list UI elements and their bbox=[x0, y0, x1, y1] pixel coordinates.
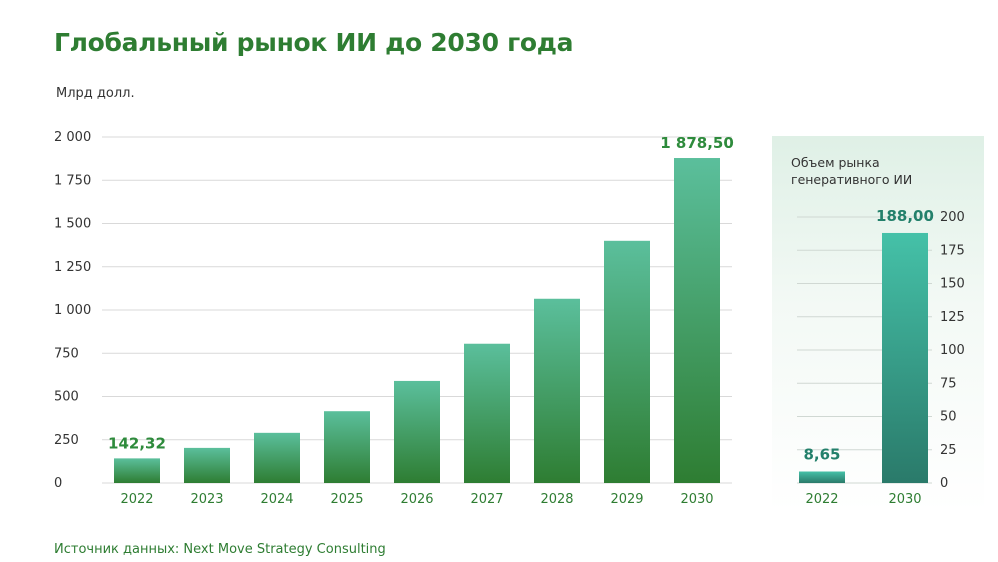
data-label: 1 878,50 bbox=[660, 134, 734, 152]
y-tick-label: 1 000 bbox=[54, 303, 91, 318]
x-tick-label: 2030 bbox=[680, 492, 713, 507]
bar-2024 bbox=[254, 432, 300, 483]
generative-ai-caption: Объем рынка генеративного ИИ bbox=[791, 155, 913, 187]
bar-gen-2030 bbox=[882, 232, 928, 483]
x-tick-label: 2022 bbox=[805, 492, 838, 507]
y-tick-label: 100 bbox=[940, 343, 965, 358]
x-tick-label: 2023 bbox=[190, 492, 223, 507]
x-tick-label: 2022 bbox=[120, 492, 153, 507]
x-tick-label: 2025 bbox=[330, 492, 363, 507]
y-tick-label: 125 bbox=[940, 310, 965, 325]
bar-2028 bbox=[534, 298, 580, 483]
y-tick-label: 0 bbox=[54, 476, 62, 491]
y-tick-label: 500 bbox=[54, 390, 79, 405]
y-tick-label: 2 000 bbox=[54, 130, 91, 145]
source-note: Источник данных: Next Move Strategy Cons… bbox=[54, 542, 386, 557]
x-tick-label: 2030 bbox=[888, 492, 921, 507]
x-tick-label: 2028 bbox=[540, 492, 573, 507]
bar-2026 bbox=[394, 380, 440, 483]
y-tick-label: 175 bbox=[940, 243, 965, 258]
y-tick-label: 750 bbox=[54, 346, 79, 361]
bar-gen-2022 bbox=[799, 471, 845, 483]
y-tick-label: 25 bbox=[940, 443, 957, 458]
y-tick-label: 150 bbox=[940, 277, 965, 292]
chart-title: Глобальный рынок ИИ до 2030 года bbox=[54, 28, 574, 57]
y-tick-label: 1 500 bbox=[54, 217, 91, 232]
bar-2023 bbox=[184, 447, 230, 483]
x-tick-label: 2027 bbox=[470, 492, 503, 507]
bar-2022 bbox=[114, 458, 160, 483]
x-tick-label: 2024 bbox=[260, 492, 293, 507]
x-tick-label: 2026 bbox=[400, 492, 433, 507]
bar-2025 bbox=[324, 411, 370, 483]
data-label: 8,65 bbox=[803, 445, 840, 463]
y-tick-label: 200 bbox=[940, 210, 965, 225]
bar-2029 bbox=[604, 240, 650, 483]
bar-2027 bbox=[464, 343, 510, 483]
data-label: 188,00 bbox=[876, 207, 934, 225]
y-tick-label: 250 bbox=[54, 433, 79, 448]
x-tick-label: 2029 bbox=[610, 492, 643, 507]
bar-2030 bbox=[674, 158, 720, 483]
y-tick-label: 75 bbox=[940, 376, 957, 391]
y-tick-label: 50 bbox=[940, 410, 957, 425]
y-axis-units: Млрд долл. bbox=[56, 86, 135, 101]
y-tick-label: 1 750 bbox=[54, 173, 91, 188]
data-label: 142,32 bbox=[108, 434, 166, 452]
y-tick-label: 0 bbox=[940, 476, 948, 491]
y-tick-label: 1 250 bbox=[54, 260, 91, 275]
